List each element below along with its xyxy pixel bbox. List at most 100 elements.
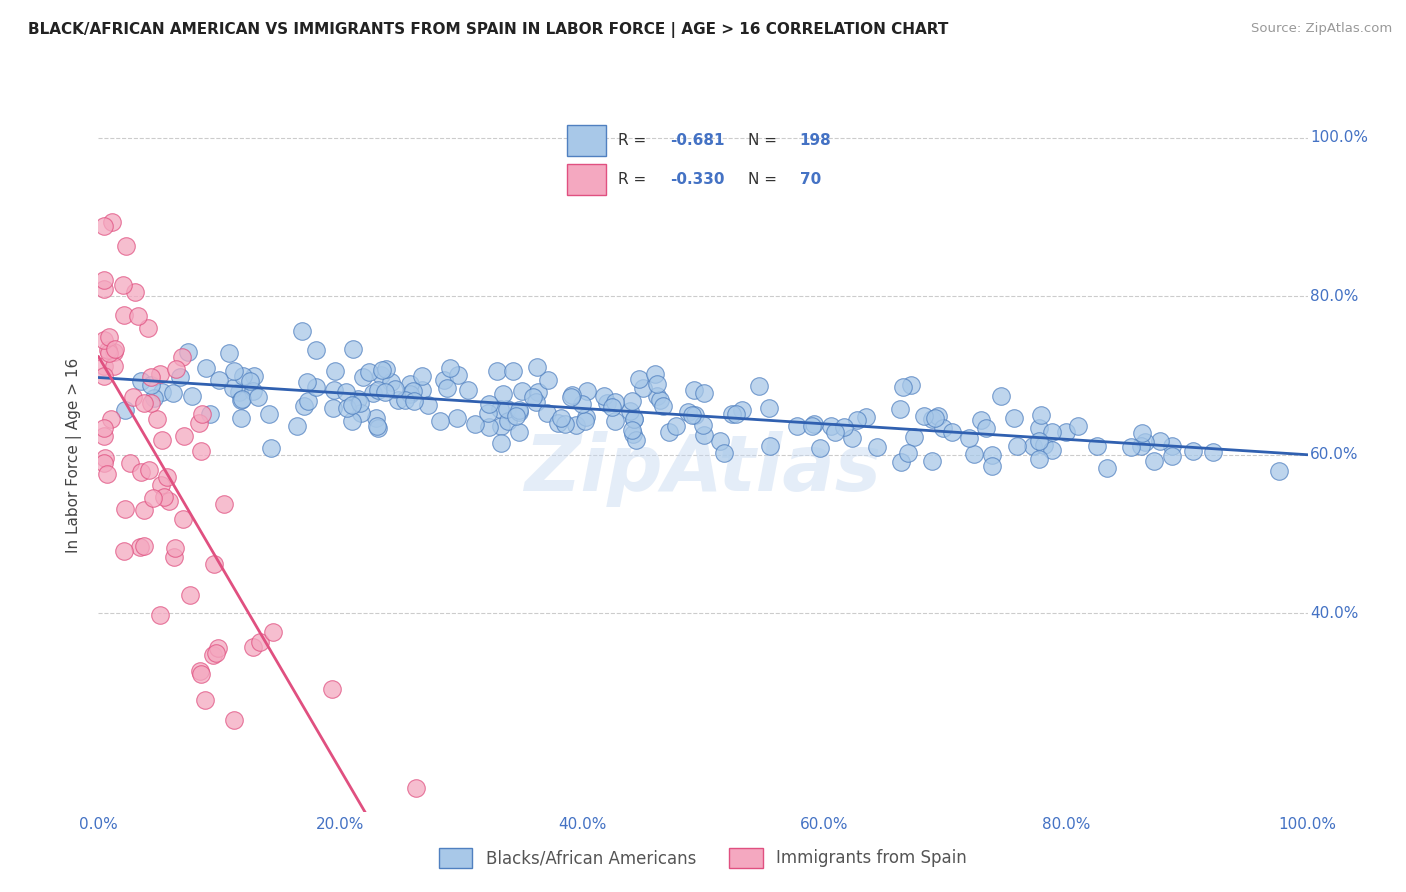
- Point: [650, 392, 672, 407]
- Point: [173, 429, 195, 443]
- Point: [100, 412, 122, 426]
- Point: [912, 409, 935, 423]
- Point: [683, 383, 706, 397]
- Point: [981, 458, 1004, 473]
- Point: [134, 539, 156, 553]
- Point: [605, 395, 627, 409]
- Point: [177, 345, 200, 359]
- Point: [134, 503, 156, 517]
- Point: [242, 384, 264, 399]
- Point: [146, 412, 169, 426]
- Point: [342, 398, 364, 412]
- Text: 100.0%: 100.0%: [1310, 130, 1368, 145]
- Point: [932, 421, 955, 435]
- Point: [190, 407, 212, 421]
- Point: [260, 441, 283, 455]
- Point: [103, 345, 125, 359]
- Point: [103, 359, 125, 374]
- Point: [1130, 426, 1153, 441]
- Point: [1029, 409, 1052, 423]
- Point: [127, 310, 149, 324]
- Point: [180, 389, 202, 403]
- Point: [208, 373, 231, 387]
- Point: [921, 411, 943, 425]
- Point: [291, 324, 314, 338]
- Point: [361, 385, 384, 400]
- Point: [678, 405, 700, 419]
- Point: [921, 454, 943, 468]
- Point: [222, 381, 245, 395]
- Point: [488, 401, 510, 416]
- Point: [574, 414, 596, 428]
- Point: [924, 410, 946, 425]
- Point: [204, 557, 226, 571]
- Point: [321, 681, 343, 696]
- Point: [1002, 411, 1025, 425]
- Point: [1130, 439, 1153, 453]
- Point: [489, 419, 512, 434]
- Point: [239, 375, 262, 389]
- Text: BLACK/AFRICAN AMERICAN VS IMMIGRANTS FROM SPAIN IN LABOR FORCE | AGE > 16 CORREL: BLACK/AFRICAN AMERICAN VS IMMIGRANTS FRO…: [28, 22, 949, 38]
- Point: [866, 440, 889, 454]
- Point: [249, 635, 271, 649]
- Point: [122, 390, 145, 404]
- Point: [1161, 439, 1184, 453]
- Point: [575, 409, 598, 424]
- Point: [786, 418, 808, 433]
- Point: [560, 390, 582, 404]
- Point: [374, 384, 396, 399]
- Point: [477, 406, 499, 420]
- Point: [222, 713, 245, 727]
- Point: [323, 384, 346, 398]
- Point: [1040, 425, 1063, 439]
- Point: [845, 413, 868, 427]
- Point: [619, 404, 641, 418]
- Point: [201, 648, 224, 662]
- Point: [371, 363, 394, 377]
- Point: [1021, 439, 1043, 453]
- Point: [141, 396, 163, 410]
- Point: [112, 544, 135, 558]
- Point: [603, 414, 626, 428]
- Point: [1028, 434, 1050, 449]
- Point: [285, 418, 308, 433]
- Point: [367, 420, 389, 434]
- Point: [231, 392, 253, 407]
- Point: [93, 273, 115, 287]
- Point: [169, 369, 191, 384]
- Point: [1149, 434, 1171, 449]
- Point: [824, 425, 846, 439]
- Point: [387, 392, 409, 407]
- Point: [593, 389, 616, 403]
- Point: [347, 392, 370, 406]
- Point: [721, 407, 744, 421]
- Point: [224, 363, 246, 377]
- Point: [190, 443, 212, 458]
- Point: [152, 490, 174, 504]
- Point: [631, 381, 654, 395]
- Point: [596, 396, 619, 410]
- Point: [366, 411, 388, 425]
- Point: [1133, 435, 1156, 450]
- Point: [683, 408, 706, 422]
- Point: [1067, 418, 1090, 433]
- Point: [724, 407, 747, 421]
- Point: [478, 397, 501, 411]
- Point: [1181, 443, 1204, 458]
- Point: [162, 386, 184, 401]
- Point: [398, 387, 420, 401]
- Point: [380, 375, 402, 389]
- Point: [645, 377, 668, 392]
- Point: [367, 383, 389, 397]
- Point: [94, 451, 117, 466]
- Point: [173, 511, 195, 525]
- Point: [101, 215, 124, 229]
- Point: [370, 368, 392, 382]
- Point: [212, 497, 235, 511]
- Point: [242, 640, 264, 654]
- Point: [628, 372, 651, 386]
- Point: [149, 607, 172, 622]
- Point: [508, 405, 530, 419]
- Point: [536, 407, 558, 421]
- Point: [114, 239, 136, 253]
